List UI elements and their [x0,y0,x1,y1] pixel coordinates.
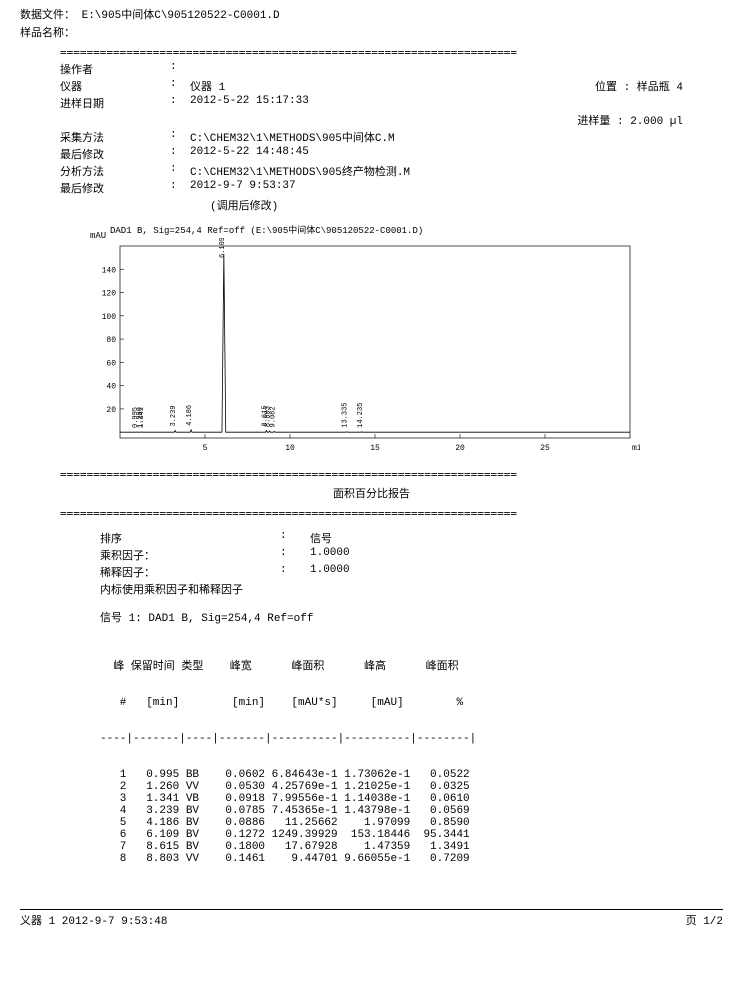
meta-block: ========================================… [60,46,683,213]
svg-text:60: 60 [106,359,116,368]
svg-text:15: 15 [370,444,380,453]
table-header1: 峰 保留时间 类型 峰宽 峰面积 峰高 峰面积 [100,657,643,673]
analysis-method-label: 分析方法 [60,163,170,179]
position-label: 位置 : [595,82,630,94]
svg-text:13.335: 13.335 [342,402,350,427]
svg-text:6.109: 6.109 [219,238,227,258]
instrument-value: 仪器 1 [190,78,535,94]
chromatogram-svg: 20406080100120140510152025min0.9951.2601… [80,238,640,458]
table-row: 5 4.186 BV 0.0886 11.25662 1.97099 0.859… [100,817,643,829]
svg-text:4.186: 4.186 [186,405,194,426]
svg-text:1.341: 1.341 [138,407,146,428]
svg-text:140: 140 [102,266,117,275]
instrument-label: 仪器 [60,78,170,94]
data-file-value: E:\905中间体C\905120522-C0001.D [82,10,280,22]
inject-vol-label: 进样量 : [577,116,623,128]
sample-name-label: 样品名称： [20,28,75,40]
report-block: ========================================… [60,468,683,889]
svg-text:120: 120 [102,290,117,299]
acq-method-label: 采集方法 [60,129,170,145]
last-mod2-label: 最后修改 [60,180,170,196]
divider: ========================================… [60,468,683,481]
svg-text:40: 40 [106,383,116,392]
svg-text:80: 80 [106,336,116,345]
chromatogram-chart: DAD1 B, Sig=254,4 Ref=off (E:\905中间体C\90… [80,223,683,458]
svg-text:14.235: 14.235 [357,403,365,428]
page-footer: 义器 1 2012-9-7 9:53:48 页 1/2 [20,909,723,928]
sort-label: 排序 [100,530,280,546]
operator-value [190,61,683,77]
svg-text:20: 20 [106,406,116,415]
table-row: 8 8.803 VV 0.1461 9.44701 9.66055e-1 0.7… [100,853,643,865]
inject-date-label: 进样日期 [60,95,170,111]
signal-line: 信号 1: DAD1 B, Sig=254,4 Ref=off [100,609,643,625]
table-row: 4 3.239 BV 0.0785 7.45365e-1 1.43798e-1 … [100,805,643,817]
last-mod1-value: 2012-5-22 14:48:45 [190,146,683,162]
svg-text:20: 20 [455,444,465,453]
data-file-label: 数据文件： [20,10,75,22]
sample-name-line: 样品名称： [20,24,723,40]
svg-text:25: 25 [540,444,550,453]
table-row: 6 6.109 BV 0.1272 1249.39929 153.18446 9… [100,829,643,841]
chart-title: DAD1 B, Sig=254,4 Ref=off (E:\905中间体C\90… [110,223,683,236]
inject-date-value: 2012-5-22 15:17:33 [190,95,683,111]
svg-text:9.082: 9.082 [269,406,277,427]
operator-label: 操作者 [60,61,170,77]
peak-table: 峰 保留时间 类型 峰宽 峰面积 峰高 峰面积 # [min] [min] [m… [100,633,643,889]
table-row: 1 0.995 BB 0.0602 6.84643e-1 1.73062e-1 … [100,769,643,781]
inject-vol-value: 2.000 µl [630,116,683,128]
footer-left: 义器 1 2012-9-7 9:53:48 [20,912,167,928]
table-header2: # [min] [min] [mAU*s] [mAU] % [100,697,643,709]
acq-method-value: C:\CHEM32\1\METHODS\905中间体C.M [190,129,683,145]
svg-text:5: 5 [203,444,208,453]
analysis-method-value: C:\CHEM32\1\METHODS\905终产物检测.M [190,163,683,179]
footer-right: 页 1/2 [686,912,723,928]
divider: ========================================… [60,507,683,520]
table-row: 3 1.341 VB 0.0918 7.99556e-1 1.14038e-1 … [100,793,643,805]
position-value: 样品瓶 4 [637,82,683,94]
report-note: 内标使用乘积因子和稀释因子 [100,581,643,597]
table-row: 2 1.260 VV 0.0530 4.25769e-1 1.21025e-1 … [100,781,643,793]
divider: ========================================… [60,46,683,59]
last-mod1-label: 最后修改 [60,146,170,162]
meta-note: (调用后修改) [210,197,683,213]
mult-value: 1.0000 [310,547,350,563]
dil-label: 稀释因子： [100,564,280,580]
svg-text:3.239: 3.239 [170,405,178,426]
sort-value: 信号 [310,530,332,546]
table-sep: ----|-------|----|-------|----------|---… [100,733,643,745]
mult-label: 乘积因子： [100,547,280,563]
last-mod2-value: 2012-9-7 9:53:37 [190,180,683,196]
data-file-line: 数据文件： E:\905中间体C\905120522-C0001.D [20,6,723,22]
svg-text:10: 10 [285,444,295,453]
report-title: 面积百分比报告 [60,485,683,501]
svg-text:min: min [632,444,640,453]
svg-text:100: 100 [102,313,117,322]
table-row: 7 8.615 BV 0.1800 17.67928 1.47359 1.349… [100,841,643,853]
dil-value: 1.0000 [310,564,350,580]
chart-ylabel: mAU [90,231,106,241]
